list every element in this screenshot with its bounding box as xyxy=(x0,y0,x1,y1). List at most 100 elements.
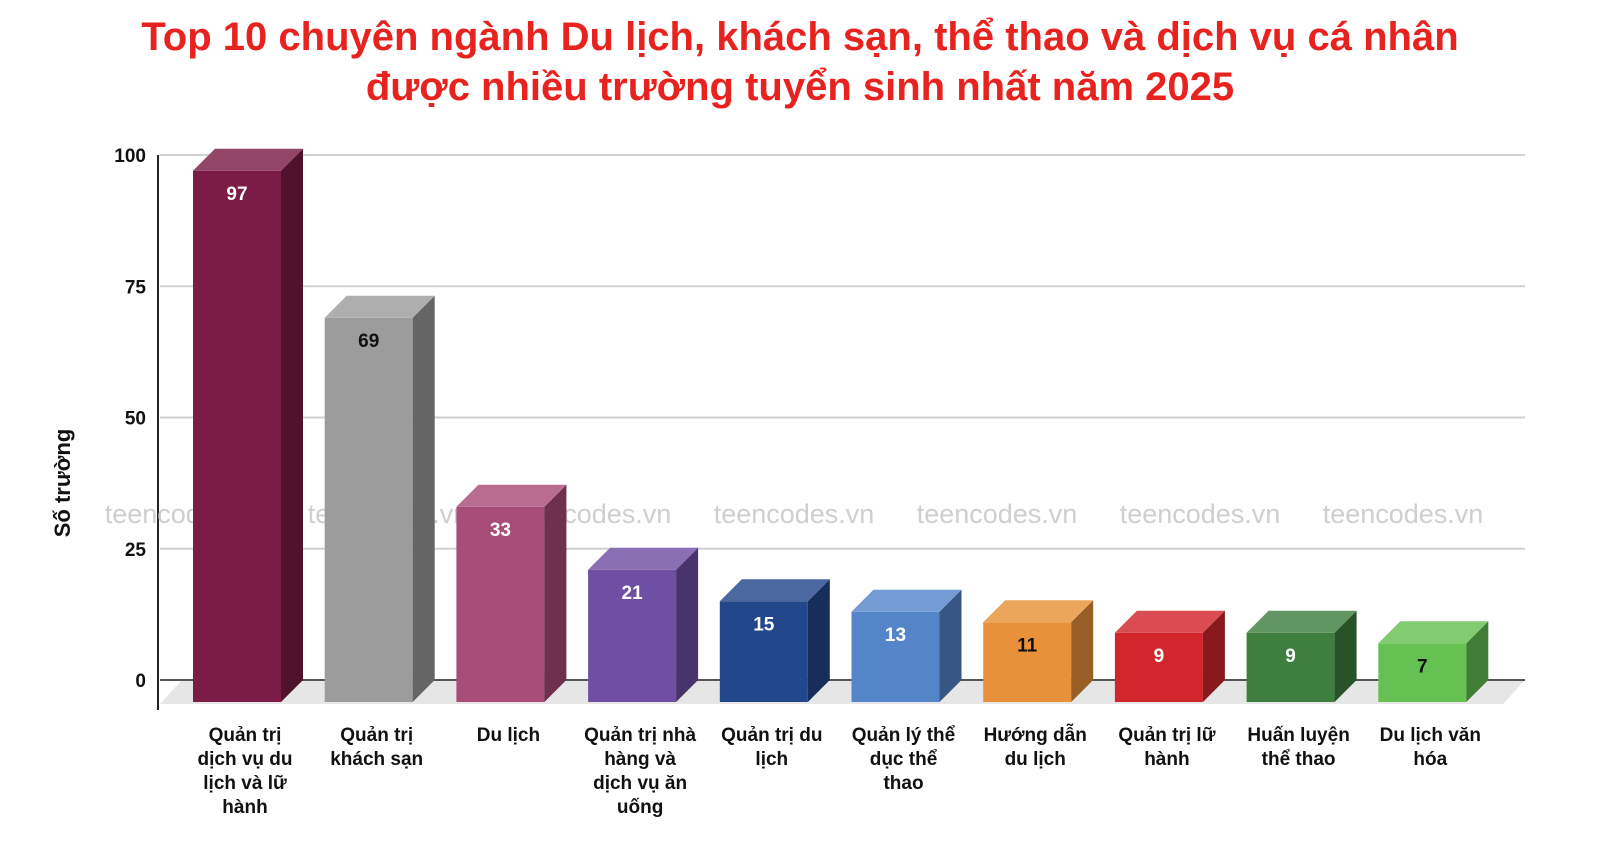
bar-side xyxy=(412,295,435,702)
category-label-line: Quản trị lữ xyxy=(1118,725,1215,746)
bar-front xyxy=(1378,643,1467,702)
bar-4: 21 xyxy=(588,547,699,702)
chart-title: Top 10 chuyên ngành Du lịch, khách sạn, … xyxy=(0,12,1600,112)
bar-7: 11 xyxy=(983,600,1094,702)
bar-side xyxy=(544,484,567,702)
category-label: Quản trị khách sạn xyxy=(330,725,423,770)
bar-3: 33 xyxy=(456,484,567,702)
bar-top xyxy=(1378,621,1489,644)
value-label: 15 xyxy=(753,614,775,635)
category-label-line: Du lịch xyxy=(477,725,540,746)
value-label: 69 xyxy=(358,331,379,352)
category-label-line: hành xyxy=(222,797,267,818)
value-label: 13 xyxy=(885,625,906,646)
category-label: Huấn luyện thể thao xyxy=(1247,725,1349,770)
value-label: 21 xyxy=(622,583,644,604)
bar-front xyxy=(324,317,413,702)
category-label-line: khách sạn xyxy=(330,749,423,770)
bar-top xyxy=(719,579,830,602)
bar-top xyxy=(456,484,567,507)
watermark-row: teencodes.vn teencodes.vn teencodes.vn teen… xyxy=(105,499,1484,529)
value-label: 9 xyxy=(1285,646,1296,667)
category-label-line: uống xyxy=(617,797,663,818)
y-tick-label: 100 xyxy=(114,146,146,167)
y-tick-label: 0 xyxy=(135,671,146,692)
category-label: Quản lý thể dục thể thao xyxy=(852,725,956,794)
bar-side xyxy=(807,579,830,702)
value-label: 11 xyxy=(1017,635,1038,656)
category-label-line: thao xyxy=(883,773,923,794)
bar-top xyxy=(1246,610,1357,633)
category-label-line: lịch xyxy=(755,749,788,770)
category-label-line: Huấn luyện xyxy=(1247,725,1349,746)
bar-9: 9 xyxy=(1246,610,1357,702)
bar-side xyxy=(1466,621,1489,702)
category-label-line: lịch và lữ xyxy=(203,773,287,794)
watermark-text: teencodes.vn xyxy=(1323,499,1484,529)
category-label-line: thể thao xyxy=(1262,749,1336,770)
value-label: 9 xyxy=(1154,646,1165,667)
bar-side xyxy=(1071,600,1094,702)
category-label: Hướng dẫn du lịch xyxy=(984,724,1087,770)
category-label-line: hành xyxy=(1144,749,1189,770)
watermark-text: teencodes.vn xyxy=(917,499,1078,529)
bar-6: 13 xyxy=(851,589,962,702)
bar-top xyxy=(983,600,1094,623)
bar-top xyxy=(324,295,435,318)
value-label: 7 xyxy=(1417,656,1428,677)
value-label: 33 xyxy=(490,520,511,541)
category-label: Quản trị dịch vụ du lịch và lữ hành xyxy=(198,725,293,818)
bar-front xyxy=(456,506,545,702)
category-label: Quản trị nhà hàng và dịch vụ ăn uống xyxy=(584,725,696,818)
bar-front xyxy=(719,601,808,702)
bar-front xyxy=(851,611,940,702)
category-label-line: hàng và xyxy=(604,749,676,770)
watermark-text: teencodes.vn xyxy=(714,499,875,529)
y-tick-labels: 0 25 50 75 100 xyxy=(114,146,146,692)
category-label-line: Quản trị xyxy=(209,725,282,746)
bar-5: 15 xyxy=(719,579,830,702)
bar-front xyxy=(1246,632,1335,702)
category-label: Quản trị du lịch xyxy=(721,725,822,770)
category-label-line: Hướng dẫn xyxy=(984,724,1087,746)
bar-1: 97 xyxy=(193,148,303,702)
chart-title-line-2: được nhiều trường tuyển sinh nhất năm 20… xyxy=(365,65,1235,109)
bar-10: 7 xyxy=(1378,621,1489,702)
bar-8: 9 xyxy=(1114,610,1225,702)
y-tick-label: 50 xyxy=(125,409,146,430)
bar-side xyxy=(1202,610,1225,702)
category-label: Du lịch văn hóa xyxy=(1380,725,1481,770)
bar-front xyxy=(1114,632,1203,702)
category-label-line: du lịch xyxy=(1005,749,1066,770)
bar-side xyxy=(676,547,699,702)
category-label-line: dịch vụ ăn xyxy=(593,773,687,794)
chart-title-line-1: Top 10 chuyên ngành Du lịch, khách sạn, … xyxy=(141,15,1459,59)
y-tick-label: 75 xyxy=(125,277,147,298)
bar-front xyxy=(588,569,677,702)
category-label-line: Quản trị nhà xyxy=(584,725,696,746)
category-label-line: hóa xyxy=(1413,749,1447,770)
bar-top xyxy=(851,589,962,612)
category-label-line: Quản trị du xyxy=(721,725,822,746)
y-tick-label: 25 xyxy=(125,540,147,561)
category-label: Quản trị lữ hành xyxy=(1118,725,1215,770)
y-axis-label: Số trường xyxy=(50,429,75,538)
bar-side xyxy=(1334,610,1357,702)
category-label-line: Du lịch văn xyxy=(1380,725,1481,746)
bar-side xyxy=(939,589,962,702)
bar-front xyxy=(193,170,281,702)
category-label-line: Quản trị xyxy=(340,725,413,746)
bar-front xyxy=(983,622,1072,702)
bar-2: 69 xyxy=(324,295,435,702)
bar-top xyxy=(588,547,699,570)
category-label: Du lịch xyxy=(477,725,540,746)
bar-top xyxy=(1114,610,1225,633)
bar-side xyxy=(281,148,303,702)
bar-top xyxy=(193,148,303,171)
watermark-text: teencodes.vn xyxy=(1120,499,1281,529)
value-label: 97 xyxy=(226,184,247,205)
category-label-line: Quản lý thể xyxy=(852,725,956,746)
